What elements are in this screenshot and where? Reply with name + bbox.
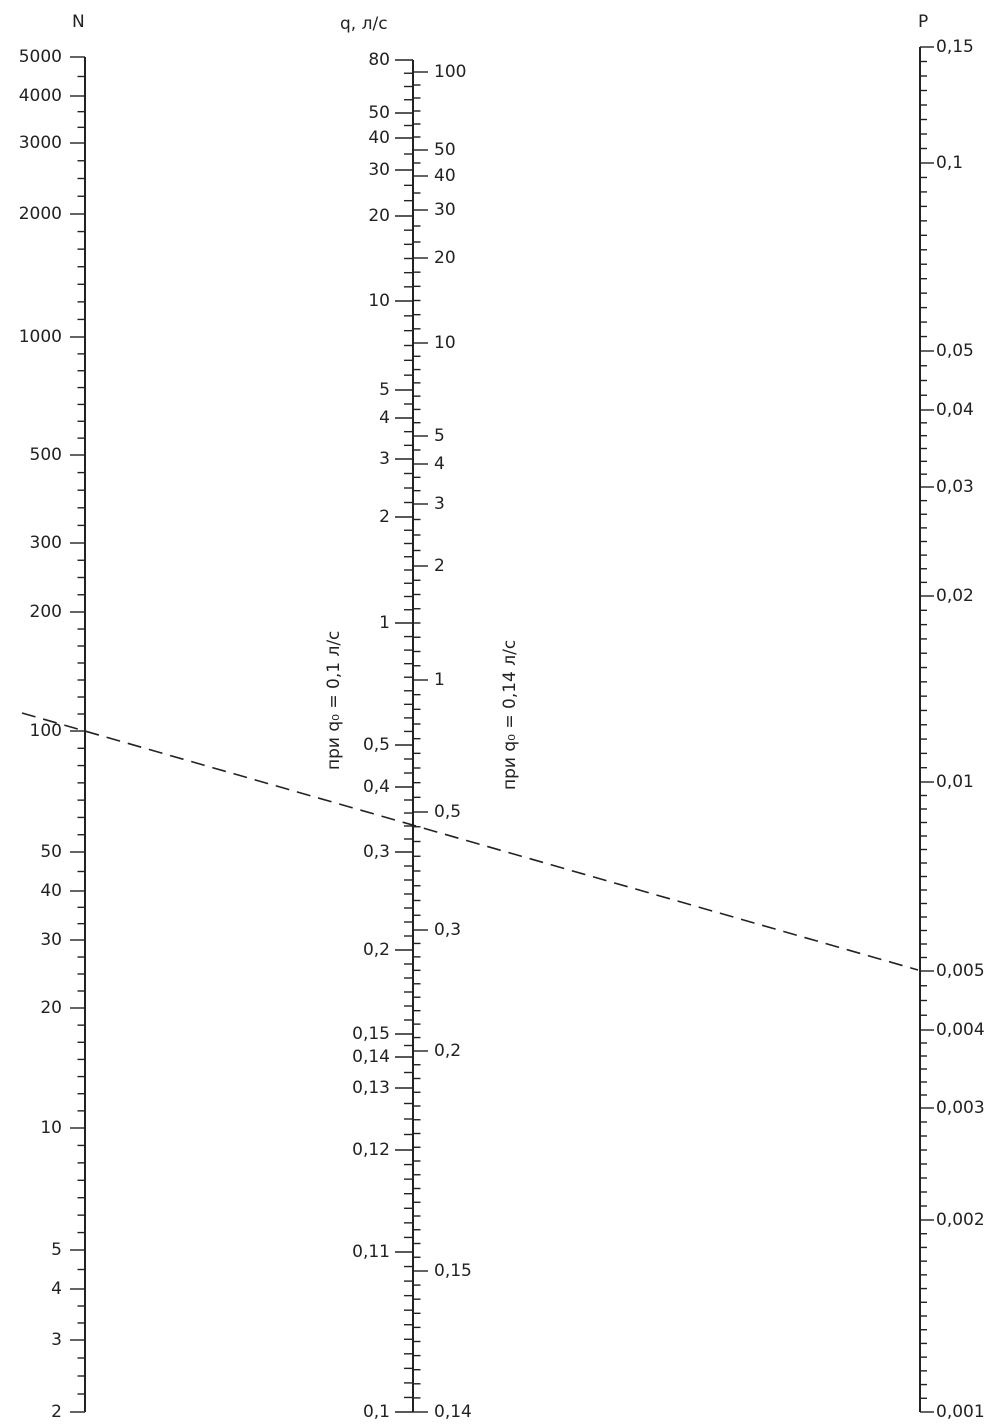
q-right-caption: при q₀ = 0,14 л/с xyxy=(500,640,520,790)
tick-label: 2 xyxy=(51,1402,62,1422)
tick-label: 100 xyxy=(30,721,62,741)
tick-label: 0,005 xyxy=(936,961,985,981)
tick-label: 20 xyxy=(368,206,390,226)
tick-label: 40 xyxy=(434,166,456,186)
tick-label: 50 xyxy=(368,103,390,123)
tick-label: 10 xyxy=(434,333,456,353)
tick-label: 0,12 xyxy=(352,1140,390,1160)
tick-label: 0,4 xyxy=(363,777,390,797)
tick-label: 0,1 xyxy=(936,153,963,173)
tick-label: 0,002 xyxy=(936,1210,985,1230)
tick-label: 4000 xyxy=(19,86,62,106)
tick-label: 30 xyxy=(40,930,62,950)
tick-label: 30 xyxy=(434,200,456,220)
tick-label: 2 xyxy=(379,507,390,527)
tick-label: 4 xyxy=(434,454,445,474)
tick-label: 0,03 xyxy=(936,477,974,497)
tick-label: 0,1 xyxy=(363,1402,390,1422)
tick-label: 5 xyxy=(379,380,390,400)
tick-label: 3 xyxy=(51,1330,62,1350)
n-title: N xyxy=(72,12,85,32)
tick-label: 3000 xyxy=(19,133,62,153)
tick-label: 100 xyxy=(434,62,466,82)
tick-label: 0,11 xyxy=(352,1242,390,1262)
tick-label: 0,5 xyxy=(363,735,390,755)
tick-label: 300 xyxy=(30,533,62,553)
tick-label: 30 xyxy=(368,160,390,180)
p-title: P xyxy=(918,12,928,32)
tick-label: 0,05 xyxy=(936,341,974,361)
tick-label: 10 xyxy=(368,291,390,311)
tick-label: 3 xyxy=(379,449,390,469)
tick-label: 3 xyxy=(434,494,445,514)
tick-label: 200 xyxy=(30,602,62,622)
tick-label: 5000 xyxy=(19,47,62,67)
tick-label: 20 xyxy=(434,248,456,268)
tick-label: 0,003 xyxy=(936,1098,985,1118)
tick-label: 1000 xyxy=(19,327,62,347)
tick-label: 0,15 xyxy=(936,37,974,57)
tick-label: 1 xyxy=(434,670,445,690)
tick-label: 0,15 xyxy=(352,1024,390,1044)
tick-label: 20 xyxy=(40,998,62,1018)
tick-label: 0,02 xyxy=(936,586,974,606)
tick-label: 0,2 xyxy=(434,1041,461,1061)
tick-label: 4 xyxy=(379,408,390,428)
tick-label: 10 xyxy=(40,1118,62,1138)
tick-label: 50 xyxy=(434,140,456,160)
tick-label: 0,15 xyxy=(434,1261,472,1281)
tick-label: 0,3 xyxy=(434,920,461,940)
tick-label: 0,14 xyxy=(352,1047,390,1067)
tick-label: 40 xyxy=(40,881,62,901)
tick-label: 5 xyxy=(434,426,445,446)
tick-label: 0,2 xyxy=(363,940,390,960)
tick-label: 0,14 xyxy=(434,1402,472,1422)
tick-label: 0,01 xyxy=(936,772,974,792)
tick-label: 0,004 xyxy=(936,1020,985,1040)
tick-label: 5 xyxy=(51,1240,62,1260)
tick-label: 4 xyxy=(51,1279,62,1299)
tick-label: 1 xyxy=(379,613,390,633)
tick-label: 80 xyxy=(368,50,390,70)
tick-label: 0,5 xyxy=(434,802,461,822)
key-line xyxy=(21,712,919,971)
tick-label: 2000 xyxy=(19,204,62,224)
q-title: q, л/с xyxy=(340,14,388,34)
tick-label: 2 xyxy=(434,556,445,576)
tick-label: 40 xyxy=(368,128,390,148)
tick-label: 0,001 xyxy=(936,1402,985,1422)
q-left-caption: при q₀ = 0,1 л/с xyxy=(324,631,344,770)
tick-label: 50 xyxy=(40,842,62,862)
tick-label: 500 xyxy=(30,445,62,465)
tick-label: 0,13 xyxy=(352,1078,390,1098)
tick-label: 0,3 xyxy=(363,842,390,862)
tick-label: 0,04 xyxy=(936,400,974,420)
